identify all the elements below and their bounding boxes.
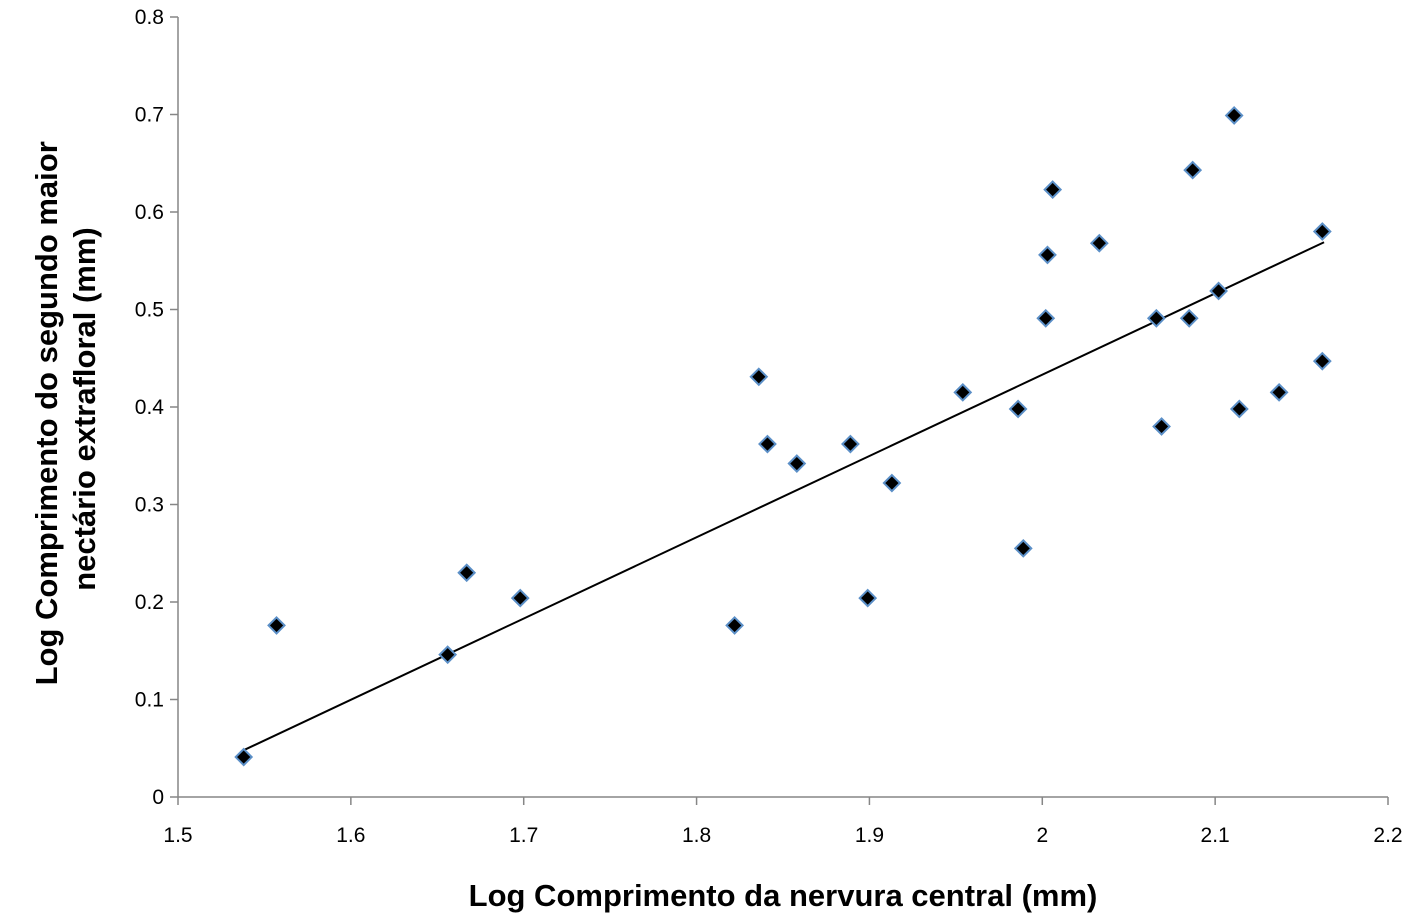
data-point [1179,308,1199,328]
data-point [1269,382,1289,402]
x-axis-title: Log Comprimento da nervura central (mm) [469,878,1098,913]
data-point [1146,308,1166,328]
data-point [510,588,530,608]
x-tick-label: 1.5 [163,824,192,847]
data-point [1152,417,1171,436]
x-ticks: 1.5 1.6 1.7 1.8 1.9 2 2.1 2.2 [163,797,1403,847]
data-point [758,434,777,454]
y-tick-label: 0.8 [135,6,164,29]
data-points [234,106,1332,767]
data-point [1312,222,1332,241]
data-point [749,367,769,387]
x-tick-label: 1.6 [336,824,365,847]
y-axis-title-line-2: nectário extrafloral (mm) [67,227,102,591]
data-point [858,588,878,608]
data-point [457,563,477,583]
x-tick-label: 2.1 [1201,824,1230,847]
data-point [725,615,745,635]
data-point [267,615,286,635]
data-point [1008,399,1028,419]
data-point [787,454,807,473]
y-tick-label: 0.6 [135,201,164,224]
y-tick-label: 0.3 [135,494,164,517]
data-point [1038,245,1057,265]
y-ticks: 0 0.1 0.2 0.3 0.4 0.5 0.6 0.7 0.8 [135,6,178,809]
data-point [1224,106,1244,125]
data-point [1043,180,1063,199]
y-tick-label: 0.7 [135,104,164,127]
data-point [1089,233,1109,253]
data-point [1312,351,1332,371]
data-point [1036,308,1056,328]
data-point [841,434,860,454]
x-tick-label: 1.7 [509,824,538,847]
data-point [438,645,458,665]
x-tick-label: 1.9 [855,824,884,847]
y-tick-label: 0.4 [135,396,165,419]
x-tick-label: 2 [1036,824,1048,847]
y-axis-title: Log Comprimento do segundo maior nectári… [29,133,102,686]
x-tick-label: 1.8 [682,824,711,847]
y-tick-label: 0.5 [135,299,164,322]
y-tick-label: 0 [152,786,164,809]
data-point [1013,538,1033,558]
axes [177,17,1388,798]
data-point [953,382,973,402]
data-point [1209,281,1229,301]
trendline-group [243,241,1325,752]
data-point [882,473,902,493]
y-tick-label: 0.1 [135,689,164,712]
data-point [1229,399,1249,419]
data-point [234,747,254,767]
y-axis-title-line-1: Log Comprimento do segundo maior [29,141,64,685]
y-tick-label: 0.2 [135,591,164,614]
x-tick-label: 2.2 [1373,824,1402,847]
data-point [1183,160,1203,180]
trendline [243,241,1325,752]
